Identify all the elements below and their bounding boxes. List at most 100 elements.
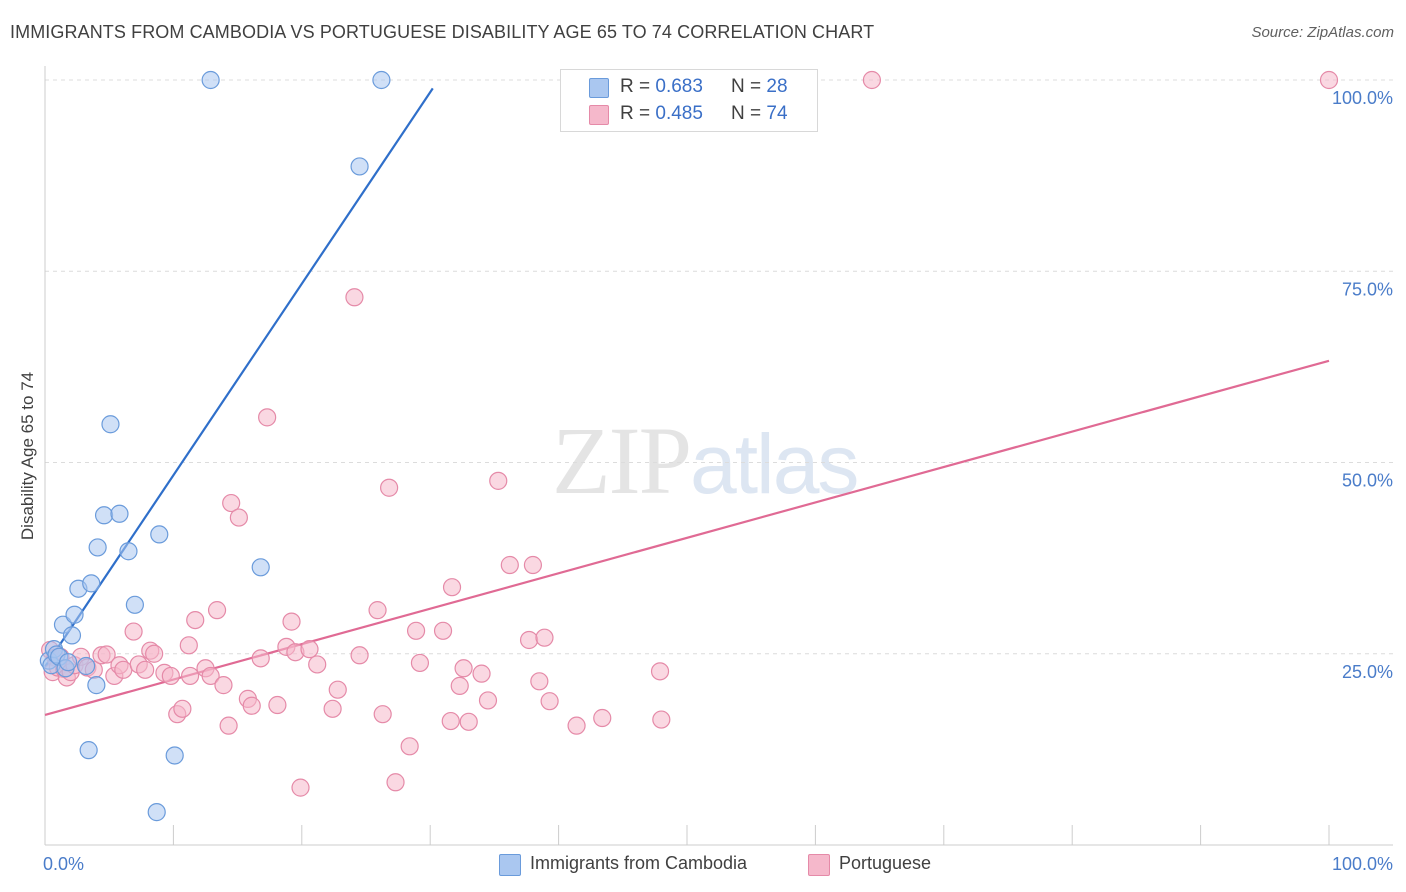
point-portuguese	[328, 680, 347, 699]
point-portuguese	[373, 705, 392, 724]
point-portuguese	[291, 778, 310, 797]
point-portuguese	[530, 672, 549, 691]
point-portuguese	[593, 708, 612, 728]
correlation-legend: R = 0.683 N = 28 R = 0.485 N = 74	[560, 69, 818, 132]
point-portuguese	[386, 773, 405, 792]
point-portuguese	[368, 601, 387, 620]
point-portuguese	[478, 691, 498, 710]
point-cambodia	[65, 605, 84, 624]
point-cambodia	[82, 574, 101, 593]
point-portuguese	[406, 621, 426, 640]
y-tick-label: 25.0%	[1342, 662, 1393, 682]
point-cambodia	[350, 157, 369, 176]
point-cambodia	[79, 741, 98, 760]
legend-r-label: R =	[620, 76, 656, 97]
legend-r-portuguese: R = 0.485	[620, 103, 703, 125]
point-portuguese	[535, 628, 554, 647]
point-portuguese	[97, 645, 116, 664]
point-portuguese	[201, 666, 220, 686]
point-cambodia	[119, 542, 138, 561]
bottom-legend-swatch-portuguese	[808, 854, 830, 876]
y-tick-label: 75.0%	[1342, 279, 1393, 299]
point-cambodia	[125, 595, 144, 614]
trend-line-portuguese	[44, 359, 1330, 717]
point-portuguese	[410, 653, 430, 673]
point-portuguese	[229, 508, 248, 527]
legend-n-portuguese: N = 74	[731, 103, 788, 125]
point-cambodia	[201, 70, 220, 90]
point-portuguese	[433, 621, 453, 640]
point-portuguese	[145, 644, 164, 663]
tick-labels: 25.0% 50.0% 75.0% 100.0% 0.0% 100.0%	[43, 88, 1393, 874]
point-portuguese	[345, 288, 364, 307]
watermark-zip: ZIP	[552, 407, 692, 514]
trend-lines	[44, 87, 1330, 717]
point-portuguese	[519, 630, 539, 650]
point-portuguese	[300, 640, 319, 659]
point-portuguese	[500, 555, 519, 575]
legend-n-cambodia: N = 28	[731, 76, 788, 98]
point-portuguese	[459, 712, 478, 731]
point-portuguese	[161, 666, 180, 686]
point-cambodia	[101, 415, 120, 434]
point-portuguese	[114, 660, 133, 679]
watermark: ZIPatlas	[552, 405, 859, 516]
y-tick-label: 50.0%	[1342, 471, 1393, 491]
point-cambodia	[251, 558, 270, 577]
point-portuguese	[350, 646, 369, 665]
legend-n-label: N =	[731, 103, 767, 124]
point-portuguese	[862, 70, 881, 90]
legend-r-cambodia: R = 0.683	[620, 76, 703, 98]
point-portuguese	[650, 662, 670, 681]
point-portuguese	[222, 493, 241, 513]
watermark-atlas: atlas	[690, 417, 859, 511]
point-portuguese	[136, 660, 155, 679]
point-portuguese	[207, 601, 227, 620]
point-cambodia	[76, 656, 96, 676]
point-portuguese	[441, 711, 460, 731]
point-portuguese	[450, 676, 469, 695]
data-points	[39, 70, 1339, 822]
point-portuguese	[242, 696, 261, 715]
legend-r-value: 0.485	[655, 103, 703, 124]
point-portuguese	[472, 664, 491, 683]
point-portuguese	[308, 655, 327, 674]
point-portuguese	[523, 555, 543, 575]
point-portuguese	[323, 699, 342, 718]
source-label: Source: ZipAtlas.com	[1251, 24, 1394, 41]
legend-row-portuguese: R = 0.485 N = 74	[561, 101, 817, 127]
point-portuguese	[124, 622, 143, 641]
point-portuguese	[180, 666, 200, 686]
legend-r-label: R =	[620, 103, 656, 124]
legend-r-value: 0.683	[655, 76, 703, 97]
point-portuguese	[179, 636, 198, 655]
point-cambodia	[372, 70, 391, 90]
point-portuguese	[173, 699, 192, 718]
x-tick-label: 0.0%	[43, 854, 84, 874]
trend-line-cambodia	[44, 87, 434, 668]
point-cambodia	[59, 653, 78, 672]
point-portuguese	[251, 649, 270, 668]
point-cambodia	[94, 506, 114, 525]
point-portuguese	[567, 716, 586, 735]
legend-n-value: 28	[766, 76, 788, 97]
point-portuguese	[258, 408, 277, 427]
bottom-legend-label-cambodia: Immigrants from Cambodia	[530, 853, 748, 873]
point-cambodia	[165, 746, 184, 765]
point-portuguese	[268, 695, 287, 715]
point-portuguese	[652, 710, 671, 729]
legend-n-value: 74	[766, 103, 788, 124]
legend-swatch-cambodia	[589, 78, 609, 98]
point-portuguese	[454, 659, 473, 678]
bottom-legend-label-portuguese: Portuguese	[839, 853, 932, 873]
bottom-legend-swatch-cambodia	[499, 854, 521, 876]
chart-title: IMMIGRANTS FROM CAMBODIA VS PORTUGUESE D…	[10, 22, 875, 42]
point-portuguese	[282, 612, 301, 631]
point-portuguese	[186, 610, 205, 630]
point-portuguese	[489, 471, 508, 490]
point-portuguese	[380, 478, 399, 497]
point-cambodia	[62, 626, 82, 645]
point-cambodia	[150, 525, 169, 544]
point-portuguese	[540, 692, 559, 711]
legend-swatch-portuguese	[589, 105, 609, 125]
